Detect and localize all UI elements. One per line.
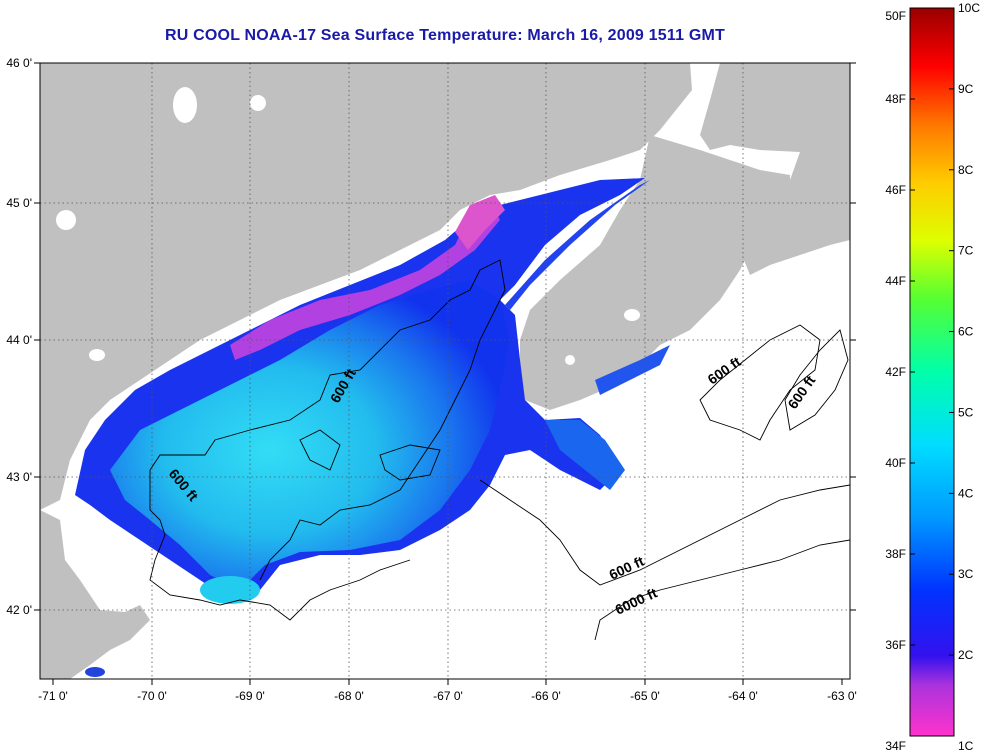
colorbar-c-label: 9C bbox=[958, 82, 974, 96]
cloud-patch bbox=[89, 349, 105, 361]
lon-label: -66 0' bbox=[531, 689, 561, 703]
contour-600ft-inner bbox=[379, 444, 441, 481]
depth-contours bbox=[149, 259, 850, 641]
contour-600ft-south bbox=[479, 479, 850, 586]
colorbar-c-label: 5C bbox=[958, 405, 974, 419]
sst-coastal-cold bbox=[230, 200, 500, 360]
colorbar-f-label: 36F bbox=[885, 638, 906, 652]
lon-label: -68 0' bbox=[334, 689, 364, 703]
contour-6000ft bbox=[594, 539, 850, 641]
land-maine-newbrunswick bbox=[40, 63, 692, 510]
sst-patch bbox=[85, 667, 105, 677]
lon-label: -70 0' bbox=[137, 689, 167, 703]
contour-600ft-inner bbox=[299, 429, 341, 471]
land-massachusetts bbox=[40, 510, 150, 679]
colorbar-c-label: 3C bbox=[958, 567, 974, 581]
colorbar-f-label: 42F bbox=[885, 365, 906, 379]
lon-label: -63 0' bbox=[827, 689, 857, 703]
cloud-patch bbox=[173, 87, 197, 123]
lat-label: 45 0' bbox=[6, 196, 32, 210]
cloud-patch bbox=[565, 355, 575, 365]
cloud-patch bbox=[250, 95, 266, 111]
colorbar-f-label: 38F bbox=[885, 547, 906, 561]
colorbar-c-label: 10C bbox=[958, 1, 980, 15]
colorbar-f-label: 50F bbox=[885, 9, 906, 23]
colorbar-celsius-scale: 10C 9C 8C 7C 6C 5C 4C 3C 2C 1C bbox=[949, 1, 980, 753]
lat-label: 46 0' bbox=[6, 56, 32, 70]
map-title: RU COOL NOAA-17 Sea Surface Temperature:… bbox=[165, 27, 725, 44]
sst-scotian-patch bbox=[595, 345, 670, 395]
colorbar-c-label: 4C bbox=[958, 486, 974, 500]
colorbar-c-label: 8C bbox=[958, 163, 974, 177]
map-frame bbox=[39, 62, 851, 680]
lon-label: -71 0' bbox=[38, 689, 68, 703]
lat-label: 43 0' bbox=[6, 470, 32, 484]
colorbar-c-label: 7C bbox=[958, 244, 974, 258]
colorbar-f-label: 34F bbox=[885, 739, 906, 753]
colorbar-c-label: 6C bbox=[958, 325, 974, 339]
land-nova-scotia bbox=[520, 135, 790, 410]
lon-label: -69 0' bbox=[235, 689, 265, 703]
lat-label: 44 0' bbox=[6, 333, 32, 347]
longitude-axis: -71 0' -70 0' -69 0' -68 0' -67 0' -66 0' -65 … bbox=[38, 679, 857, 703]
contour-600ft-main bbox=[149, 259, 506, 581]
lon-label: -64 0' bbox=[728, 689, 758, 703]
colorbar-c-label: 2C bbox=[958, 648, 974, 662]
contour-600ft-east2 bbox=[784, 329, 849, 431]
sst-bay-of-fundy bbox=[505, 180, 650, 310]
graticule bbox=[40, 63, 850, 679]
cloud-patch bbox=[56, 210, 76, 230]
colorbar-f-label: 40F bbox=[885, 456, 906, 470]
colorbar-f-label: 48F bbox=[885, 92, 906, 106]
colorbar-fahrenheit-scale: 50F 48F 46F 44F 42F 40F 38F 36F 34F bbox=[885, 7, 915, 753]
lon-label: -67 0' bbox=[433, 689, 463, 703]
contour-600ft-west bbox=[149, 470, 411, 621]
sst-scotian-patch bbox=[545, 420, 625, 490]
lon-label: -65 0' bbox=[630, 689, 660, 703]
sst-coastal-cold bbox=[455, 195, 505, 250]
cloud-patch bbox=[624, 309, 640, 321]
sst-patch bbox=[200, 576, 260, 604]
colorbar bbox=[909, 7, 955, 737]
colorbar-c-label: 1C bbox=[958, 739, 974, 753]
land-nova-scotia-north bbox=[700, 63, 850, 275]
colorbar-f-label: 46F bbox=[885, 183, 906, 197]
latitude-axis: 46 0' 45 0' 44 0' 43 0' 42 0' bbox=[6, 56, 856, 617]
lat-label: 42 0' bbox=[6, 603, 32, 617]
colorbar-f-label: 44F bbox=[885, 274, 906, 288]
